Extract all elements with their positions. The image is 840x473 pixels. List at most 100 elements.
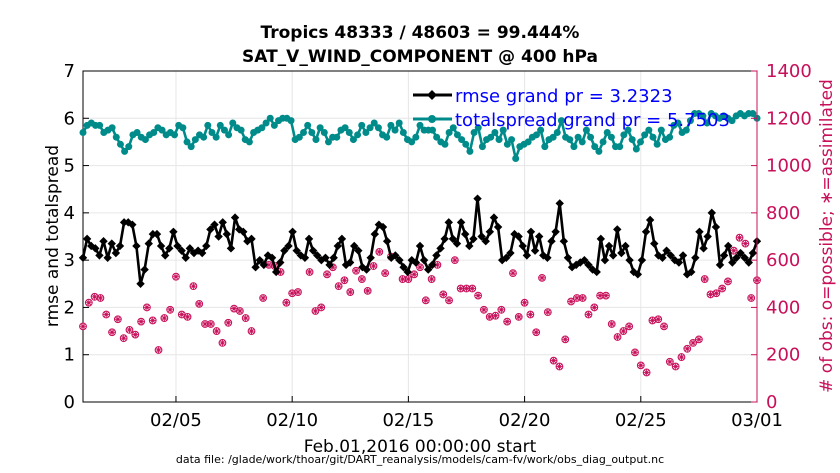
obs-point-46 — [357, 275, 366, 283]
left-tick-label-5: 5 — [64, 156, 75, 177]
spread-point-111 — [541, 143, 549, 151]
spread-point-27 — [191, 136, 199, 144]
obs-point-104 — [700, 275, 709, 283]
obs-point-22 — [206, 320, 215, 328]
rmse-point-119 — [567, 263, 577, 272]
spread-point-67 — [358, 121, 366, 129]
obs-point-7 — [119, 334, 128, 343]
rmse-point-9 — [115, 241, 125, 251]
rmse-point-125 — [592, 267, 601, 277]
spread-point-31 — [208, 128, 216, 136]
obs-point-27 — [235, 307, 244, 315]
rmse-point-33 — [214, 232, 223, 241]
rmse-series — [78, 194, 762, 288]
spread-point-40 — [245, 138, 253, 146]
rmse-point-79 — [403, 267, 412, 277]
rmse-point-98 — [481, 237, 490, 246]
rmse-point-133 — [625, 255, 634, 265]
obs-point-88 — [607, 320, 616, 328]
obs-point-85 — [590, 303, 599, 312]
x-tick-label-4: 02/25 — [615, 410, 667, 431]
obs-point-76 — [538, 273, 546, 282]
rmse-point-6 — [103, 253, 112, 262]
obs-point-54 — [410, 270, 419, 279]
spread-point-22 — [171, 131, 179, 139]
spread-point-90 — [453, 131, 461, 139]
right-tick-label-3: 600 — [766, 250, 800, 271]
left-tick-label-4: 4 — [64, 203, 75, 224]
obs-point-100 — [677, 353, 686, 361]
rmse-point-60 — [325, 260, 334, 270]
obs-point-45 — [352, 266, 360, 275]
rmse-point-103 — [502, 253, 511, 262]
rmse-point-158 — [728, 258, 737, 267]
obs-point-10 — [137, 317, 146, 326]
obs-point-98 — [665, 357, 674, 366]
obs-point-89 — [613, 333, 622, 341]
y-axis-left-label: rmse and totalspread — [43, 145, 63, 327]
spread-point-95 — [474, 124, 482, 132]
rmse-point-71 — [370, 229, 379, 239]
rmse-point-108 — [522, 251, 532, 260]
rmse-point-146 — [678, 251, 688, 260]
obs-point-83 — [578, 294, 587, 302]
rmse-point-118 — [563, 253, 573, 262]
rmse-point-152 — [703, 232, 712, 241]
spread-point-30 — [204, 121, 212, 129]
rmse-point-132 — [621, 241, 630, 251]
obs-point-92 — [631, 348, 639, 357]
spread-point-117 — [566, 136, 574, 144]
obs-point-48 — [369, 262, 378, 270]
obs-point-24 — [218, 338, 227, 347]
obs-point-20 — [195, 299, 204, 308]
obs-point-19 — [189, 282, 198, 291]
rmse-point-66 — [350, 241, 359, 251]
right-tick-label-5: 1000 — [766, 156, 812, 177]
rmse-point-104 — [506, 248, 515, 258]
spread-point-161 — [749, 110, 757, 118]
rmse-point-95 — [469, 234, 478, 244]
rmse-point-24 — [177, 246, 186, 255]
spread-point-26 — [187, 143, 195, 151]
obs-point-34 — [282, 298, 291, 307]
obs-point-81 — [567, 297, 575, 306]
obs-point-39 — [317, 303, 326, 312]
obs-point-106 — [712, 289, 721, 298]
obs-point-90 — [619, 327, 628, 335]
obs-point-1 — [84, 298, 93, 307]
obs-point-60 — [445, 296, 453, 305]
rmse-point-19 — [156, 241, 166, 251]
rmse-point-148 — [687, 267, 696, 277]
obs-point-72 — [514, 312, 523, 321]
rmse-point-49 — [280, 246, 289, 255]
rmse-point-88 — [440, 234, 449, 244]
rmse-point-151 — [699, 244, 708, 253]
rmse-point-113 — [543, 253, 552, 262]
rmse-point-111 — [534, 232, 544, 241]
legend: rmse grand pr = 3.2323 totalspread grand… — [413, 86, 730, 131]
rmse-point-150 — [695, 227, 704, 236]
obs-point-25 — [224, 318, 233, 327]
spread-point-63 — [341, 124, 349, 132]
spread-point-119 — [574, 133, 582, 141]
obs-point-47 — [363, 286, 372, 295]
right-tick-label-6: 1200 — [766, 108, 812, 129]
rmse-point-31 — [206, 225, 215, 234]
rmse-point-39 — [239, 227, 248, 236]
rmse-point-37 — [230, 213, 240, 222]
rmse-point-44 — [259, 260, 269, 270]
spread-point-59 — [324, 138, 332, 146]
rmse-point-5 — [99, 237, 108, 246]
left-tick-label-3: 3 — [64, 250, 75, 271]
rmse-point-12 — [128, 220, 137, 229]
obs-point-102 — [689, 338, 697, 347]
obs-point-99 — [671, 362, 680, 371]
rmse-point-26 — [185, 244, 195, 253]
spread-point-68 — [362, 128, 370, 136]
spread-point-71 — [374, 124, 382, 132]
legend-spread-label: totalspread grand pr = 5.7503 — [455, 110, 730, 131]
rmse-point-90 — [448, 234, 458, 244]
spread-point-76 — [395, 119, 403, 127]
obs-point-70 — [503, 317, 512, 326]
rmse-point-163 — [748, 248, 758, 258]
